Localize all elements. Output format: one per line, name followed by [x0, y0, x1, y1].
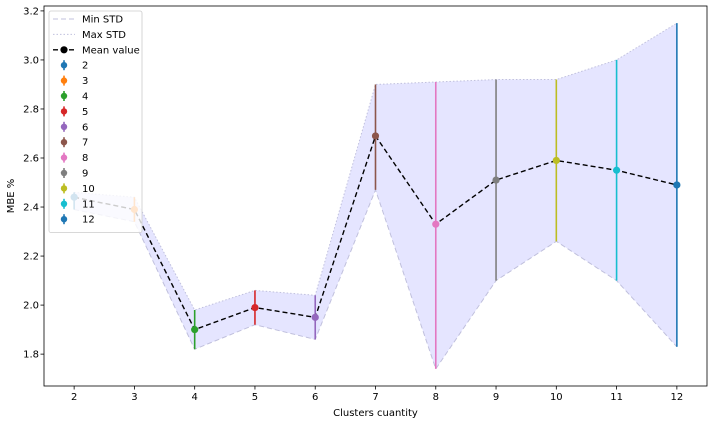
x-axis-label: Clusters cuantity: [333, 408, 418, 419]
y-tick-label: 2.4: [23, 203, 39, 214]
legend-label: 6: [82, 122, 88, 133]
x-tick-label: 11: [610, 392, 623, 403]
x-tick-label: 2: [71, 392, 77, 403]
legend-swatch-marker-6: [60, 123, 68, 130]
legend-label: 7: [82, 138, 88, 149]
legend-label: 10: [82, 184, 95, 195]
legend-label: 9: [82, 169, 88, 180]
mean-point-11: [612, 166, 621, 174]
legend-label: 8: [82, 153, 88, 164]
legend-swatch-marker-4: [60, 92, 68, 100]
mean-point-7: [371, 132, 380, 140]
x-tick-label: 5: [252, 392, 258, 403]
y-axis-label: MBE %: [6, 179, 17, 214]
legend-label: 11: [82, 199, 95, 210]
axes: 2 3 4 5 6 7 8 9 10 11 12 1.8 2.0 2.2 2.4 2.6 2.8 3.0 3.2 Cl…: [6, 5, 708, 419]
legend-box: [48, 10, 143, 234]
mean-point-12: [673, 181, 681, 189]
x-tick-label: 7: [372, 392, 378, 403]
mean-point-10: [552, 156, 560, 165]
x-tick-label: 4: [191, 392, 197, 403]
legend-swatch-marker-11: [60, 200, 68, 207]
legend-label: 3: [82, 76, 88, 87]
mean-point-4: [191, 326, 199, 334]
legend: Min STD Max STD Mean value 2 3 4 5 6 7 8 9 10 11 12: [48, 10, 143, 234]
legend-label: Min STD: [82, 15, 123, 26]
y-tick-label: 1.8: [23, 350, 39, 361]
y-tick-label: 3.0: [23, 55, 39, 66]
legend-label: Mean value: [82, 45, 140, 56]
legend-label: 12: [82, 215, 95, 226]
x-tick-label: 8: [433, 392, 439, 403]
legend-label: Max STD: [82, 30, 126, 41]
legend-swatch-marker-9: [60, 169, 68, 177]
x-tick-label: 12: [670, 392, 683, 403]
x-tick-label: 3: [131, 392, 137, 403]
legend-label: 5: [82, 107, 88, 118]
legend-swatch-marker-7: [60, 139, 68, 146]
x-tick-label: 6: [312, 392, 318, 403]
y-tick-label: 3.2: [23, 6, 39, 17]
mean-point-9: [492, 176, 500, 184]
legend-swatch-marker-10: [60, 185, 68, 192]
y-tick-label: 2.2: [23, 252, 39, 263]
legend-swatch-marker-8: [60, 154, 68, 161]
plot-area: [70, 22, 681, 370]
mean-point-5: [251, 303, 259, 312]
y-tick-label: 2.6: [23, 154, 39, 165]
legend-swatch-mean-marker: [60, 46, 68, 54]
legend-label: 2: [82, 61, 88, 72]
x-tick-label: 10: [550, 392, 563, 403]
legend-swatch-marker-12: [60, 216, 68, 223]
legend-label: 4: [82, 92, 88, 103]
std-band-fill: [74, 23, 677, 369]
legend-swatch-marker-3: [60, 77, 68, 84]
mean-point-6: [311, 313, 319, 321]
y-tick-label: 2.0: [23, 301, 39, 312]
y-tick-label: 2.8: [23, 104, 39, 115]
legend-swatch-marker-5: [60, 108, 68, 115]
x-tick-label: 9: [493, 392, 499, 403]
mean-point-8: [432, 220, 440, 228]
legend-swatch-marker-2: [60, 61, 68, 69]
